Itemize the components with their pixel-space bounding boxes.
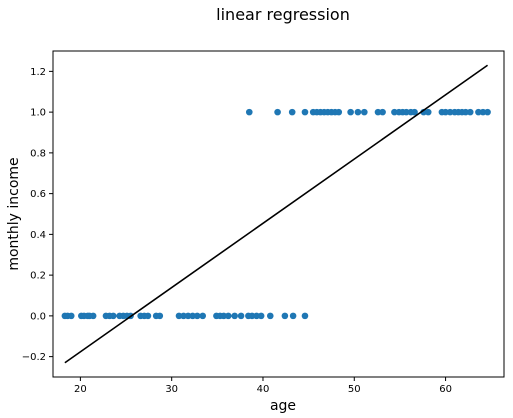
scatter-point bbox=[288, 108, 296, 116]
x-tick-label: 30 bbox=[165, 384, 178, 395]
scatter-point bbox=[301, 312, 309, 320]
scatter-point bbox=[301, 108, 309, 116]
x-tick-label: 60 bbox=[439, 384, 452, 395]
scatter-point bbox=[374, 108, 382, 116]
scatter-point bbox=[67, 312, 75, 320]
scatter-point bbox=[184, 312, 192, 320]
scatter-point bbox=[347, 108, 354, 116]
scatter-point bbox=[224, 312, 232, 320]
scatter-point bbox=[180, 312, 187, 320]
chart-title: linear regression bbox=[216, 5, 350, 24]
scatter-point bbox=[144, 312, 152, 320]
y-tick-label: 1.2 bbox=[30, 67, 46, 78]
scatter-point bbox=[289, 312, 297, 320]
scatter-point bbox=[442, 108, 449, 116]
scatter-point bbox=[253, 312, 260, 320]
x-tick-label: 20 bbox=[74, 384, 87, 395]
scatter-point bbox=[446, 108, 454, 116]
scatter-point bbox=[89, 312, 97, 320]
scatter-point bbox=[175, 312, 183, 320]
scatter-point bbox=[484, 108, 491, 116]
scatter-point bbox=[199, 312, 207, 320]
regression-line bbox=[64, 64, 489, 364]
scatter-point bbox=[466, 108, 474, 116]
x-axis-label: age bbox=[270, 398, 296, 414]
scatter-point bbox=[391, 108, 398, 116]
scatter-point bbox=[266, 312, 274, 320]
scatter-point bbox=[109, 312, 117, 320]
scatter-point bbox=[475, 108, 482, 116]
y-tick-label: 0.6 bbox=[30, 189, 46, 200]
scatter-point bbox=[156, 312, 164, 320]
scatter-point bbox=[281, 312, 289, 320]
x-tick-label: 40 bbox=[257, 384, 270, 395]
scatter-point bbox=[257, 312, 265, 320]
scatter-point bbox=[193, 312, 201, 320]
y-tick-label: 1.0 bbox=[30, 108, 46, 119]
y-tick-label: 0.4 bbox=[30, 230, 46, 241]
y-tick-label: 0.0 bbox=[30, 311, 46, 322]
y-tick-label: −0.2 bbox=[22, 352, 46, 363]
y-axis-label: monthly income bbox=[6, 157, 22, 270]
scatter-point bbox=[274, 108, 281, 116]
scatter-point bbox=[479, 108, 487, 116]
scatter-point bbox=[361, 108, 368, 116]
scatter-point bbox=[462, 108, 469, 116]
scatter-point bbox=[424, 108, 432, 116]
y-tick-label: 0.8 bbox=[30, 148, 46, 159]
scatter-point bbox=[220, 312, 228, 320]
scatter-point bbox=[411, 108, 418, 116]
axis-ticks: 20 30 40 50 60 −0.2 0.0 0.2 0.4 0.6 0.8 1.0 1.2 bbox=[22, 67, 452, 395]
x-tick-label: 50 bbox=[348, 384, 361, 395]
scatter-point bbox=[245, 108, 253, 116]
scatter-point bbox=[403, 108, 410, 116]
scatter-point bbox=[335, 108, 343, 116]
scatter-point bbox=[189, 312, 196, 320]
scatter-point bbox=[237, 312, 245, 320]
scatter-point bbox=[354, 108, 362, 116]
scatter-point bbox=[248, 312, 256, 320]
plot-frame bbox=[52, 50, 505, 378]
plot-area bbox=[61, 64, 491, 364]
scatter-point bbox=[231, 312, 238, 320]
y-tick-label: 0.2 bbox=[30, 271, 46, 282]
scatter-point bbox=[379, 108, 386, 116]
